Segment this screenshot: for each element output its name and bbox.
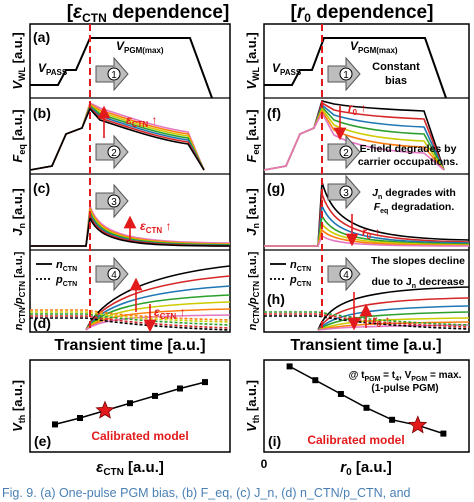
ylabel-ratio-right: nCTN/pCTN [a.u.]: [247, 251, 261, 330]
ylabel-feq-left: Feq [a.u.]: [10, 109, 27, 162]
chart-e-point-1: [77, 415, 83, 421]
svg-text:2: 2: [111, 148, 117, 159]
ylabel-feq-right: Feq [a.u.]: [244, 109, 261, 162]
panel-e-frame: [29, 359, 231, 453]
step-arrow-3-left: 3: [95, 183, 129, 219]
ylabel-vwl-left: VWL [a.u.]: [10, 32, 27, 89]
panel-f-vwl-waveform: [264, 37, 447, 99]
svg-text:pCTN: pCTN: [289, 274, 311, 288]
svg-text:nCTN: nCTN: [56, 259, 77, 273]
eps-label-d: εCTN ↑: [154, 305, 186, 321]
note-g-line1: Jn degrades with: [372, 187, 456, 201]
panel-letter-b: (b): [33, 105, 51, 121]
note-h-line1: The slopes decline: [371, 255, 465, 267]
svg-text:1: 1: [111, 70, 117, 81]
legend-right: nCTN pCTN: [270, 259, 311, 288]
svg-text:3: 3: [343, 188, 349, 199]
chart-e-vth-vs-eps: [52, 379, 208, 428]
step-arrow-1-left: 1: [95, 56, 129, 92]
chart-e-point-4: [152, 392, 158, 399]
chart-e-point-0: [52, 421, 58, 428]
note-g-line2: Feq degradation.: [374, 201, 455, 215]
calibrated-label-i: Calibrated model: [307, 433, 404, 447]
panel-letter-d: (d): [33, 315, 51, 331]
ylabel-vth-right: Vth [a.u.]: [244, 380, 261, 432]
r0-label-f: r0 ↑: [348, 101, 366, 117]
step-arrow-1-right: 1: [327, 56, 361, 92]
r0-label-g: r0 ↑: [362, 225, 380, 241]
panel-letter-h: (h): [267, 291, 285, 307]
chart-i-point-6: [440, 430, 447, 437]
left-column-panels: [29, 23, 231, 333]
vpgm-label-left: VPGM(max): [116, 39, 164, 55]
svg-text:4: 4: [111, 270, 117, 281]
calibrated-label-e: Calibrated model: [91, 429, 188, 443]
xlabel-eps: εCTN [a.u.]: [96, 459, 164, 478]
origin-zero-label: 0: [261, 457, 268, 471]
svg-text:1: 1: [343, 70, 349, 81]
step-arrow-4-left: 4: [95, 256, 129, 292]
panel-letter-c: (c): [33, 180, 50, 196]
constant-bias-line2: bias: [385, 75, 407, 87]
ylabel-vwl-right: VWL [a.u.]: [244, 32, 261, 89]
vpass-label-right: VPASS: [272, 61, 302, 77]
chart-i-point-4: [389, 416, 396, 423]
xlabel-r0: r0 [a.u.]: [340, 459, 391, 478]
chart-i-point-0: [286, 363, 293, 370]
panel-f-feq-curves: [263, 100, 445, 171]
chart-e-point-6: [202, 379, 208, 386]
svg-text:nCTN: nCTN: [290, 259, 311, 273]
right-column-header: [r0 dependence]: [291, 2, 434, 25]
legend-left: nCTN pCTN: [36, 259, 77, 288]
chart-i-point-2: [337, 391, 344, 397]
chart-i-calibrated-star: [408, 415, 428, 434]
eps-label-b: εCTN ↑: [126, 113, 158, 129]
ylabel-jn-right: Jn [a.u.]: [244, 188, 261, 235]
chart-e-calibrated-star: [95, 400, 115, 419]
chart-e-point-3: [127, 400, 133, 407]
panel-letter-f: (f): [267, 105, 281, 121]
condition-line1: @ tPGM = t4, VPGM = max.: [349, 370, 462, 383]
note-h-line2: due to Jn decrease: [371, 276, 464, 290]
xlabel-transient-right: Transient time [a.u.]: [290, 337, 441, 354]
svg-text:3: 3: [111, 197, 117, 208]
chart-i-point-3: [363, 404, 370, 411]
xlabel-transient-left: Transient time [a.u.]: [54, 337, 205, 354]
eps-label-c: εCTN ↑: [140, 219, 172, 235]
panel-a-vwl-waveform: [30, 37, 213, 99]
svg-text:pCTN: pCTN: [55, 274, 77, 288]
right-column-panels: [263, 23, 470, 333]
panel-i-frame: [263, 359, 470, 453]
svg-text:2: 2: [343, 148, 349, 159]
step-arrow-2-left: 2: [95, 134, 129, 170]
panel-letter-a: (a): [33, 29, 50, 45]
vpass-label-left: VPASS: [38, 61, 68, 77]
step-arrow-3-right: 3: [327, 174, 361, 210]
condition-line2: (1-pulse PGM): [371, 383, 438, 394]
r0-label-h: r0 ↑: [372, 313, 390, 329]
figure-caption: Fig. 9. (a) One-pulse PGM bias, (b) F_eq…: [2, 486, 411, 500]
ylabel-ratio-left: nCTN/pCTN [a.u.]: [13, 251, 27, 330]
left-column-header: [εCTN dependence]: [67, 2, 230, 25]
note-f-line1: E-field degrades by: [360, 143, 457, 155]
step-arrow-4-right: 4: [327, 256, 361, 292]
panel-b-feq-curves: [29, 101, 205, 171]
vpgm-label-right: VPGM(max): [350, 39, 398, 55]
panel-letter-g: (g): [267, 180, 285, 196]
constant-bias-line1: Constant: [372, 61, 420, 73]
panel-letter-i: (i): [268, 433, 281, 449]
chart-i-point-1: [312, 377, 319, 384]
panel-letter-e: (e): [34, 433, 51, 449]
ylabel-jn-left: Jn [a.u.]: [10, 188, 27, 235]
svg-text:4: 4: [343, 270, 349, 281]
note-f-line2: carrier occupations.: [358, 156, 458, 168]
chart-i-vth-vs-r0: [286, 363, 447, 437]
step-arrow-2-right: 2: [327, 134, 361, 170]
ylabel-vth-left: Vth [a.u.]: [10, 380, 27, 432]
chart-e-point-5: [177, 385, 183, 392]
